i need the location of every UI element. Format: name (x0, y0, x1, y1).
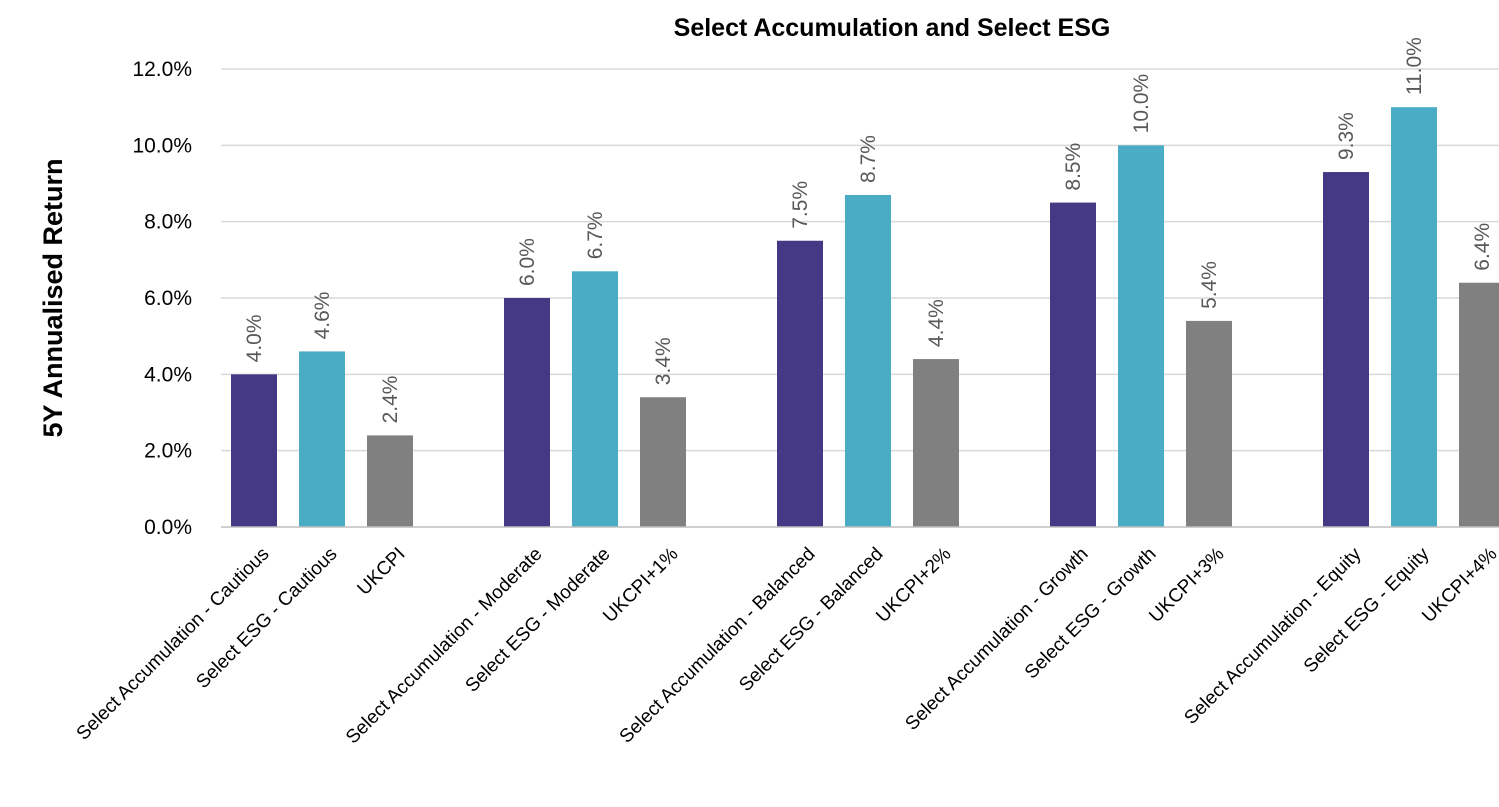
bar (1118, 145, 1164, 528)
bar (845, 194, 891, 527)
bar (504, 298, 550, 527)
bar (913, 359, 959, 527)
x-tick-label: Select ESG - Equity (1300, 543, 1434, 677)
bar (367, 435, 413, 527)
data-label: 4.6% (311, 292, 334, 340)
data-label: 11.0% (1403, 37, 1426, 95)
data-label: 6.7% (584, 211, 607, 259)
bar (1391, 107, 1437, 528)
bars (231, 107, 1499, 528)
data-label: 8.5% (1062, 143, 1085, 191)
data-label: 8.7% (857, 135, 880, 183)
data-label: 2.4% (379, 376, 402, 424)
bar (1459, 282, 1499, 527)
y-tick-label: 2.0% (144, 440, 192, 463)
y-tick-label: 12.0% (132, 58, 192, 81)
data-label: 9.3% (1335, 112, 1358, 160)
bar (777, 240, 823, 527)
y-axis-ticks: 0.0% 2.0% 4.0% 6.0% 8.0% 10.0% 12.0% (132, 58, 192, 539)
chart-title: Select Accumulation and Select ESG (674, 14, 1111, 42)
bar (299, 351, 345, 527)
x-tick-label: Select ESG - Growth (1021, 544, 1161, 684)
bar (572, 271, 618, 527)
y-tick-label: 0.0% (144, 516, 192, 539)
bar (1186, 320, 1232, 527)
data-label: 10.0% (1130, 74, 1153, 134)
bar (640, 397, 686, 527)
bar (1050, 202, 1096, 528)
data-labels: 4.0% 4.6% 2.4% 6.0% 6.7% 3.4% 7.5% 8.7% 4.4% 8.5%… (243, 37, 1494, 423)
x-tick-label: UKCPI (354, 544, 410, 600)
data-label: 4.0% (243, 314, 266, 362)
bar (1323, 172, 1369, 528)
y-tick-label: 4.0% (144, 363, 192, 386)
x-tick-label: Select ESG - Cautious (192, 544, 341, 693)
data-label: 4.4% (925, 299, 948, 347)
data-label: 7.5% (789, 181, 812, 229)
data-label: 6.4% (1471, 223, 1494, 271)
y-tick-label: 6.0% (144, 287, 192, 310)
y-axis-label: 5Y Annualised Return (38, 158, 68, 437)
y-tick-label: 8.0% (144, 211, 192, 234)
y-tick-label: 10.0% (132, 134, 192, 157)
data-label: 6.0% (516, 238, 539, 286)
data-label: 5.4% (1198, 261, 1221, 309)
data-label: 3.4% (652, 337, 675, 385)
bar (231, 374, 277, 527)
